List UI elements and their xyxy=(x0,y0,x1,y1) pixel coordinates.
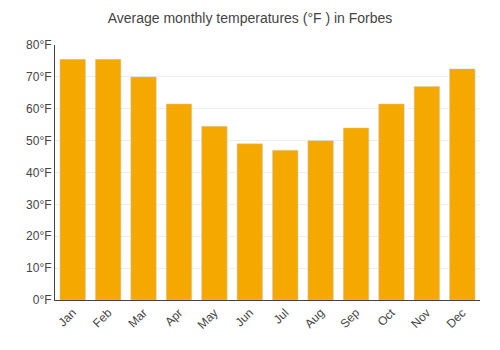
svg-text:Average monthly temperatures (: Average monthly temperatures (°F ) in Fo… xyxy=(108,10,393,26)
svg-text:Oct: Oct xyxy=(375,305,399,329)
svg-text:60°F: 60°F xyxy=(26,102,51,116)
svg-text:May: May xyxy=(195,306,221,332)
svg-text:10°F: 10°F xyxy=(26,261,51,275)
svg-text:20°F: 20°F xyxy=(26,229,51,243)
svg-text:Nov: Nov xyxy=(408,306,433,331)
svg-text:Aug: Aug xyxy=(302,306,327,331)
svg-text:Jul: Jul xyxy=(271,306,292,327)
svg-text:Apr: Apr xyxy=(162,306,185,329)
svg-text:0°F: 0°F xyxy=(33,293,52,307)
svg-text:80°F: 80°F xyxy=(26,38,51,52)
svg-text:Feb: Feb xyxy=(90,306,115,331)
svg-text:30°F: 30°F xyxy=(26,198,51,212)
svg-text:Dec: Dec xyxy=(444,306,469,331)
svg-text:Jan: Jan xyxy=(55,306,79,330)
svg-text:70°F: 70°F xyxy=(26,70,51,84)
svg-text:Jun: Jun xyxy=(233,306,257,330)
svg-text:Sep: Sep xyxy=(337,306,362,331)
svg-text:40°F: 40°F xyxy=(26,166,51,180)
svg-text:50°F: 50°F xyxy=(26,134,51,148)
svg-text:Mar: Mar xyxy=(125,306,150,331)
